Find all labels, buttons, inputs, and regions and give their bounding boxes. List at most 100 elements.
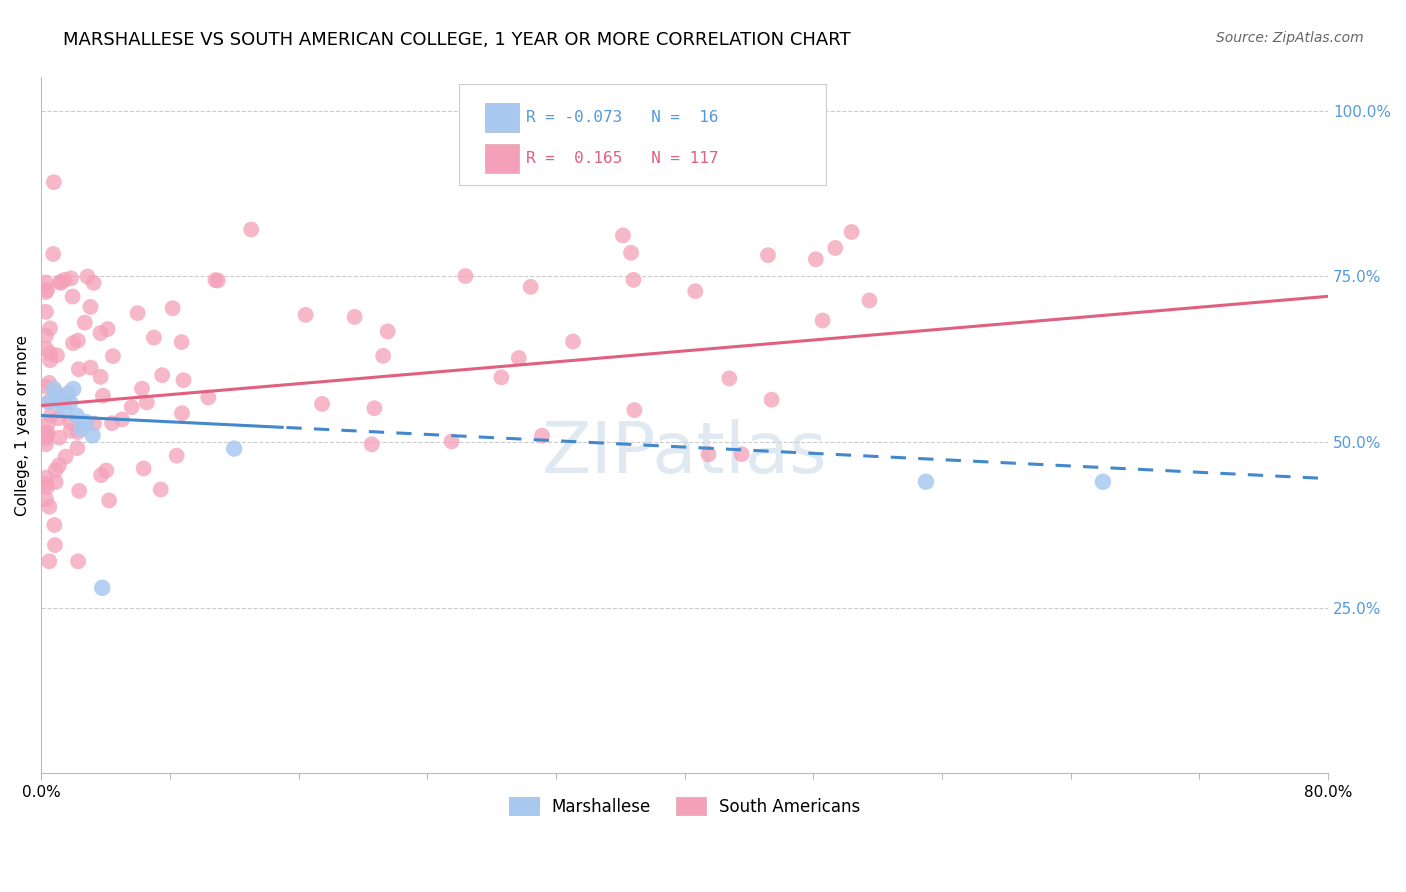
Point [59, 424, 82, 438]
Point [491, 370, 513, 384]
Point [90, 468, 112, 483]
Point [294, 308, 316, 322]
Point [35, 429, 58, 443]
Point [66, 441, 89, 455]
Point [52, 401, 75, 416]
Text: Source: ZipAtlas.com: Source: ZipAtlas.com [1216, 31, 1364, 45]
Point [76, 269, 98, 284]
Point [90, 369, 112, 384]
Point [311, 397, 333, 411]
Point [79, 360, 101, 375]
Point [35, 342, 58, 356]
Point [121, 400, 143, 414]
Point [42, 247, 65, 261]
Point [343, 310, 366, 324]
Point [858, 293, 880, 308]
Point [623, 273, 645, 287]
Point [37, 480, 59, 494]
Point [48, 411, 70, 425]
Point [761, 392, 783, 407]
Point [70, 422, 93, 436]
Point [65, 409, 87, 423]
Point [170, 335, 193, 350]
Point [62, 336, 84, 351]
Point [83, 417, 105, 431]
Point [718, 371, 741, 385]
Point [127, 306, 149, 320]
Point [170, 406, 193, 420]
Point [804, 252, 827, 267]
Point [96, 463, 118, 477]
Point [48, 458, 70, 473]
Point [149, 483, 172, 497]
Point [197, 391, 219, 405]
Point [508, 351, 530, 365]
Point [440, 434, 463, 449]
Point [35, 470, 58, 484]
Point [35, 285, 58, 299]
Point [38, 376, 60, 390]
Point [824, 241, 846, 255]
Text: R =  0.165   N = 117: R = 0.165 N = 117 [526, 151, 718, 166]
Point [82, 428, 104, 442]
Point [38, 346, 60, 360]
Point [915, 475, 938, 489]
Point [204, 273, 226, 287]
Point [60, 271, 83, 285]
Point [67, 483, 90, 498]
Point [240, 222, 263, 236]
Legend: Marshallese, South Americans: Marshallese, South Americans [501, 789, 869, 824]
Point [89, 326, 111, 340]
Point [49, 276, 72, 290]
Point [360, 437, 382, 451]
Point [841, 225, 863, 239]
Point [67, 362, 90, 376]
Point [73, 316, 96, 330]
Point [135, 395, 157, 409]
Point [623, 403, 645, 417]
Point [371, 349, 394, 363]
Point [42, 175, 65, 189]
Point [56, 389, 79, 403]
Point [172, 373, 194, 387]
Point [101, 416, 124, 430]
Point [62, 289, 84, 303]
Point [38, 500, 60, 514]
Point [35, 328, 58, 343]
Point [35, 425, 58, 440]
Point [45, 392, 67, 407]
Point [756, 248, 779, 262]
Point [166, 449, 188, 463]
Point [38, 395, 60, 409]
Point [53, 273, 76, 287]
Point [62, 382, 84, 396]
Point [52, 394, 75, 409]
Point [39, 409, 62, 423]
Point [207, 274, 229, 288]
Point [67, 554, 90, 568]
Point [66, 425, 89, 439]
FancyBboxPatch shape [485, 144, 519, 173]
Point [101, 349, 124, 363]
Text: ZIPatlas: ZIPatlas [541, 418, 828, 488]
Point [731, 447, 754, 461]
Point [142, 330, 165, 344]
Point [531, 428, 554, 442]
Point [98, 493, 121, 508]
Point [35, 477, 58, 491]
Point [1091, 475, 1114, 489]
Point [58, 385, 80, 400]
Point [75, 415, 97, 429]
Point [37, 417, 59, 431]
Point [49, 395, 72, 409]
Point [562, 334, 585, 349]
Point [44, 538, 66, 552]
Point [45, 348, 67, 362]
Point [49, 275, 72, 289]
FancyBboxPatch shape [485, 103, 519, 132]
Text: R = -0.073   N =  16: R = -0.073 N = 16 [526, 110, 718, 125]
Point [45, 475, 67, 489]
Point [697, 447, 720, 461]
Point [111, 412, 134, 426]
Point [39, 353, 62, 368]
